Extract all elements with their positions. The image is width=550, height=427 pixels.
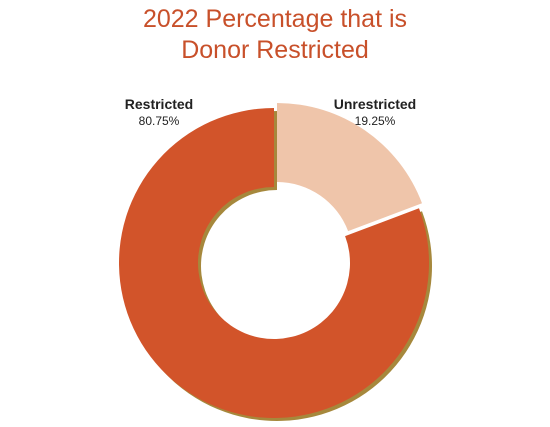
slice-label-unrestricted: Unrestricted 19.25% (310, 95, 440, 129)
slice-restricted (119, 108, 430, 418)
slice-label-restricted: Restricted 80.75% (104, 95, 214, 129)
slice-value-unrestricted: 19.25% (354, 114, 396, 128)
slice-unrestricted (277, 103, 422, 232)
chart-title: 2022 Percentage that is Donor Restricted (0, 4, 550, 66)
slice-name-unrestricted: Unrestricted (333, 96, 417, 112)
slice-name-restricted: Restricted (124, 96, 194, 112)
chart-title-line-2: Donor Restricted (181, 36, 369, 64)
slice-value-restricted: 80.75% (138, 114, 180, 128)
chart-title-line-1: 2022 Percentage that is (142, 5, 408, 33)
